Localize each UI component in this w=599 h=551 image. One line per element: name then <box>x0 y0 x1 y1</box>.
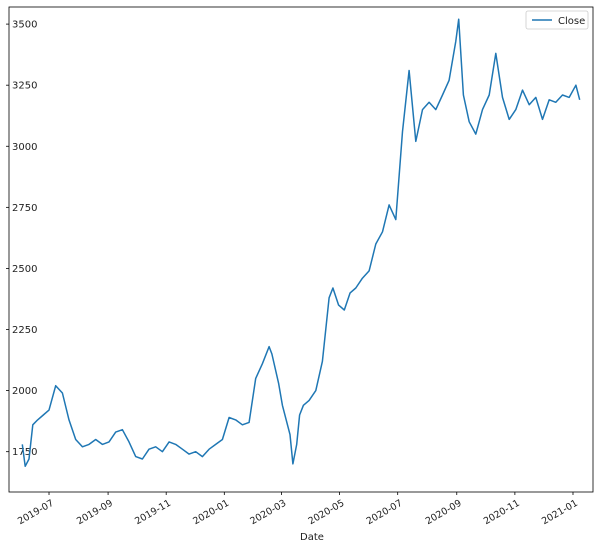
y-tick-label: 3000 <box>12 142 37 153</box>
x-tick-label: 2020-07 <box>365 498 405 527</box>
y-axis: 1750 2000 2250 2500 2750 3000 3250 3500 <box>6 20 37 458</box>
x-axis: 2019-07 2019-09 2019-11 2020-01 2020-03 2020-… <box>16 492 580 527</box>
x-tick-label: 2020-03 <box>248 498 288 527</box>
plot-area <box>8 6 594 493</box>
x-tick-label: 2019-09 <box>75 498 115 527</box>
y-tick-label: 1750 <box>12 447 37 458</box>
x-axis-label: Date <box>300 532 324 543</box>
legend-box <box>525 10 589 30</box>
x-tick-label: 2020-01 <box>191 498 231 527</box>
x-tick-label: 2019-07 <box>16 498 56 527</box>
y-tick-label: 2500 <box>12 264 37 275</box>
x-tick-label: 2021-01 <box>540 498 580 527</box>
x-tick-label: 2020-09 <box>424 498 464 527</box>
legend: Close <box>525 10 589 30</box>
y-tick-label: 2250 <box>12 325 37 336</box>
x-tick-label: 2020-05 <box>307 498 347 527</box>
y-tick-label: 2750 <box>12 203 37 214</box>
x-tick-label: 2019-11 <box>133 498 173 527</box>
legend-label: Close <box>558 16 585 27</box>
y-tick-label: 3500 <box>12 20 37 31</box>
y-tick-label: 2000 <box>12 386 37 397</box>
series-line-close <box>21 18 581 468</box>
y-tick-label: 3250 <box>12 81 37 92</box>
x-tick-label: 2020-11 <box>482 498 522 527</box>
